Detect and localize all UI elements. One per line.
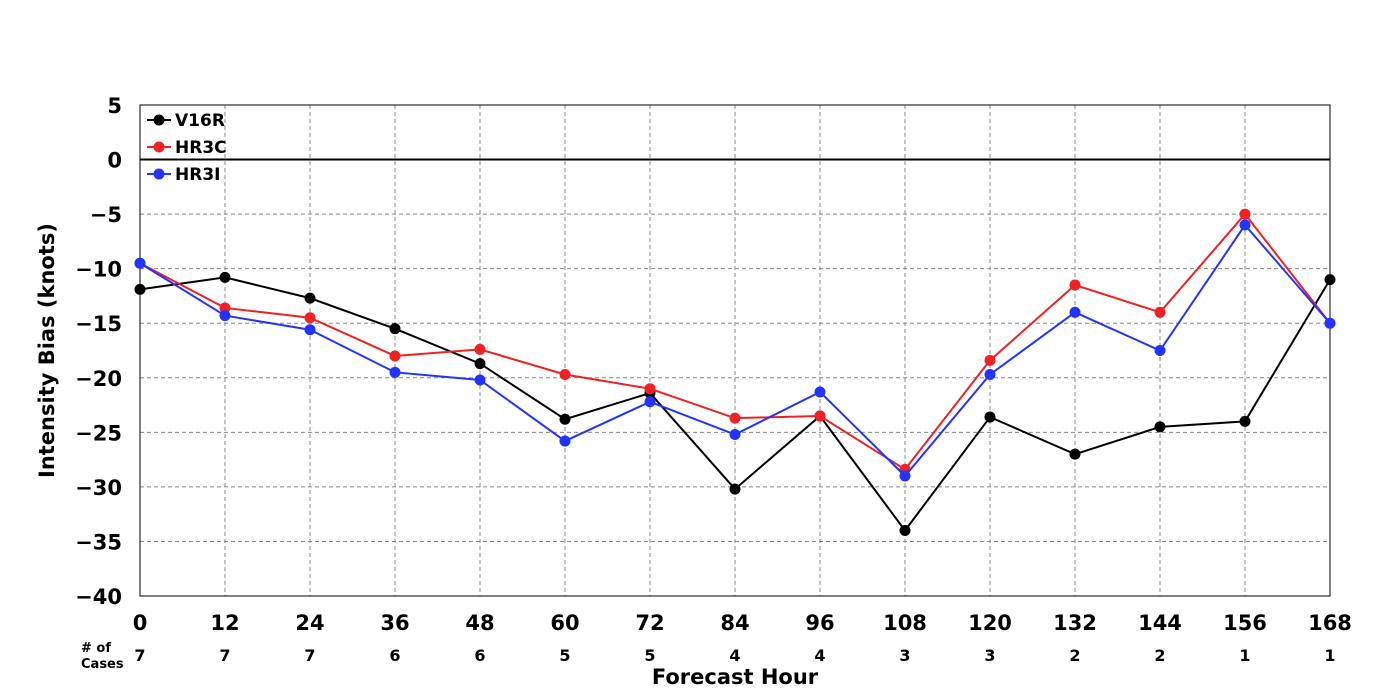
- data-point-hr3i: [644, 396, 656, 408]
- data-point-hr3c: [814, 410, 826, 422]
- data-point-hr3c: [1069, 279, 1081, 291]
- data-point-hr3i: [1239, 219, 1251, 231]
- data-point-v16r: [389, 323, 401, 335]
- data-point-hr3c: [644, 383, 656, 395]
- y-tick-label: −15: [75, 312, 122, 336]
- grid: [140, 105, 1330, 596]
- data-point-v16r: [474, 358, 486, 370]
- plot-frame: [139, 104, 1331, 597]
- legend-marker-hr3i: [153, 168, 165, 180]
- data-point-hr3c: [304, 312, 316, 324]
- y-tick-label: −20: [75, 367, 122, 391]
- data-point-hr3i: [219, 310, 231, 322]
- x-tick-label: 96: [805, 611, 834, 635]
- data-point-v16r: [559, 413, 571, 425]
- cases-label-line2: Cases: [81, 657, 124, 672]
- x-tick-label: 24: [295, 611, 324, 635]
- y-axis-title: Intensity Bias (knots): [35, 223, 59, 478]
- case-count: 7: [219, 646, 230, 665]
- data-point-hr3c: [389, 350, 401, 362]
- y-tick-label: 5: [107, 94, 122, 118]
- data-point-hr3c: [984, 354, 996, 366]
- case-count: 5: [559, 646, 570, 665]
- x-tick-labels: 0 12 24 36 48 60 72 84 96 108 120 132 144 156 168: [133, 611, 1352, 635]
- data-point-hr3i: [899, 470, 911, 482]
- case-count: 6: [389, 646, 400, 665]
- y-tick-label: −5: [90, 203, 122, 227]
- x-tick-label: 120: [968, 611, 1012, 635]
- data-point-v16r: [1154, 421, 1166, 433]
- x-axis-title: Forecast Hour: [652, 665, 819, 689]
- data-point-v16r: [1239, 415, 1251, 427]
- data-point-hr3c: [1239, 208, 1251, 220]
- y-tick-label: −35: [75, 530, 122, 554]
- data-point-v16r: [134, 283, 146, 295]
- case-count: 7: [304, 646, 315, 665]
- legend-marker-v16r: [153, 114, 165, 126]
- x-tick-label: 36: [380, 611, 409, 635]
- data-point-v16r: [899, 525, 911, 537]
- data-point-v16r: [729, 483, 741, 495]
- y-tick-label: −25: [75, 421, 122, 445]
- x-tick-label: 132: [1053, 611, 1097, 635]
- case-count: 6: [474, 646, 485, 665]
- data-point-hr3i: [474, 374, 486, 386]
- data-point-v16r: [1069, 448, 1081, 460]
- data-point-v16r: [219, 271, 231, 283]
- data-point-hr3i: [1069, 306, 1081, 318]
- y-tick-labels: 5 0 −5 −10 −15 −20 −25 −30 −35 −40: [75, 94, 122, 609]
- x-tick-label: 108: [883, 611, 927, 635]
- case-count: 1: [1324, 646, 1335, 665]
- case-count: 3: [899, 646, 910, 665]
- data-point-hr3i: [814, 386, 826, 398]
- data-point-hr3i: [1324, 317, 1336, 329]
- legend: V16R HR3C HR3I: [147, 111, 227, 185]
- x-tick-label: 12: [210, 611, 239, 635]
- data-point-hr3i: [1154, 345, 1166, 356]
- case-counts: 7 7 7 6 6 5 5 4 4 3 3 2 2 1 1: [134, 646, 1335, 665]
- data-point-hr3c: [474, 343, 486, 355]
- case-count: 1: [1239, 646, 1250, 665]
- y-tick-label: 0: [107, 149, 122, 173]
- case-count: 4: [729, 646, 740, 665]
- legend-label-v16r: V16R: [175, 111, 225, 131]
- data-point-hr3c: [559, 369, 571, 381]
- y-tick-label: −30: [75, 476, 122, 500]
- data-point-v16r: [304, 292, 316, 304]
- legend-marker-hr3c: [153, 141, 165, 153]
- case-count: 2: [1154, 646, 1165, 665]
- case-count: 7: [134, 646, 145, 665]
- y-tick-label: −40: [75, 585, 122, 609]
- x-tick-label: 144: [1138, 611, 1182, 635]
- data-point-hr3c: [1154, 306, 1166, 318]
- legend-label-hr3c: HR3C: [175, 138, 227, 158]
- case-count: 5: [644, 646, 655, 665]
- data-point-hr3c: [729, 412, 741, 424]
- case-count: 4: [814, 646, 825, 665]
- series-layer: [134, 208, 1336, 537]
- data-point-hr3i: [389, 366, 401, 378]
- case-count: 2: [1069, 646, 1080, 665]
- x-tick-label: 60: [550, 611, 579, 635]
- x-tick-label: 168: [1308, 611, 1352, 635]
- data-point-v16r: [1324, 274, 1336, 286]
- data-point-v16r: [984, 411, 996, 423]
- x-tick-label: 0: [133, 611, 148, 635]
- case-count: 3: [984, 646, 995, 665]
- data-point-hr3i: [984, 369, 996, 381]
- x-tick-label: 84: [720, 611, 749, 635]
- legend-label-hr3i: HR3I: [175, 165, 220, 185]
- data-point-hr3i: [304, 324, 316, 336]
- data-point-hr3c: [219, 302, 231, 314]
- x-tick-label: 72: [635, 611, 664, 635]
- data-point-hr3i: [134, 257, 146, 269]
- x-tick-label: 48: [465, 611, 494, 635]
- cases-label-line1: # of: [81, 641, 111, 656]
- data-point-hr3i: [729, 429, 741, 441]
- data-point-hr3i: [559, 435, 571, 447]
- x-tick-label: 156: [1223, 611, 1267, 635]
- y-tick-label: −10: [75, 258, 122, 282]
